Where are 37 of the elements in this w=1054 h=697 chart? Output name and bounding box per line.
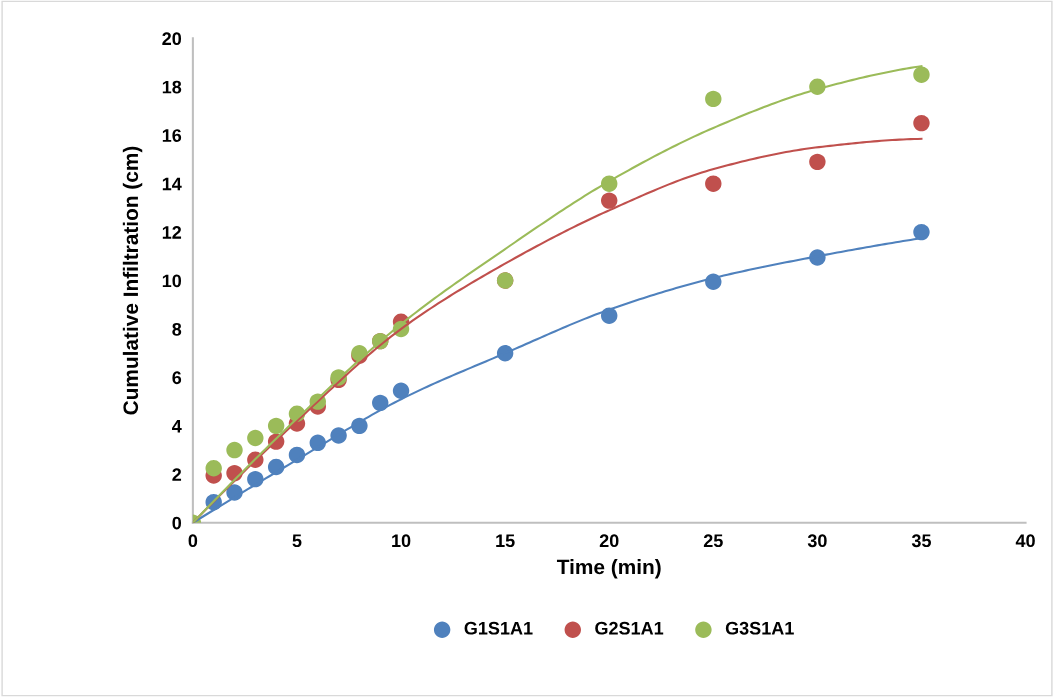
- x-tick-label: 15: [496, 534, 515, 548]
- point: [913, 66, 930, 83]
- y-tick-label: 20: [162, 32, 182, 46]
- y-tick-label: 18: [162, 80, 182, 94]
- x-tick-label: 0: [188, 534, 198, 548]
- x-tick-label: 5: [292, 534, 302, 548]
- point: [913, 223, 930, 241]
- legend-label: G2S1A1: [595, 621, 664, 635]
- y-tick-label: 2: [172, 468, 182, 481]
- point: [205, 460, 222, 477]
- y-tick-label: 10: [162, 274, 182, 288]
- x-tick-label: 35: [911, 534, 931, 548]
- x-tick-label: 30: [807, 534, 827, 548]
- point: [267, 417, 285, 435]
- y-tick-label: 14: [162, 177, 182, 191]
- point: [809, 153, 826, 171]
- point: [247, 429, 264, 447]
- y-tick-label: 12: [162, 226, 182, 239]
- x-tick-label: 40: [1015, 534, 1035, 548]
- point: [913, 114, 930, 132]
- y-tick-label: 6: [172, 371, 182, 385]
- y-tick-label: 16: [162, 129, 182, 142]
- y-tick-label: 8: [172, 322, 182, 336]
- x-tick-label: 10: [392, 534, 411, 548]
- point: [601, 192, 618, 209]
- legend-label: G1S1A1: [464, 621, 533, 635]
- y-tick-label: 0: [172, 516, 182, 530]
- point: [705, 175, 722, 192]
- x-tick-label: 25: [703, 534, 723, 548]
- point: [226, 441, 243, 459]
- point: [392, 382, 410, 399]
- x-tick-label: 20: [599, 534, 619, 548]
- y-tick-label: 4: [172, 419, 182, 433]
- x-axis-title: Time (min): [556, 559, 661, 579]
- legend-label: G3S1A1: [725, 621, 794, 635]
- y-axis-title: Cumulative Infiltration (cm): [122, 146, 143, 415]
- point: [705, 90, 722, 108]
